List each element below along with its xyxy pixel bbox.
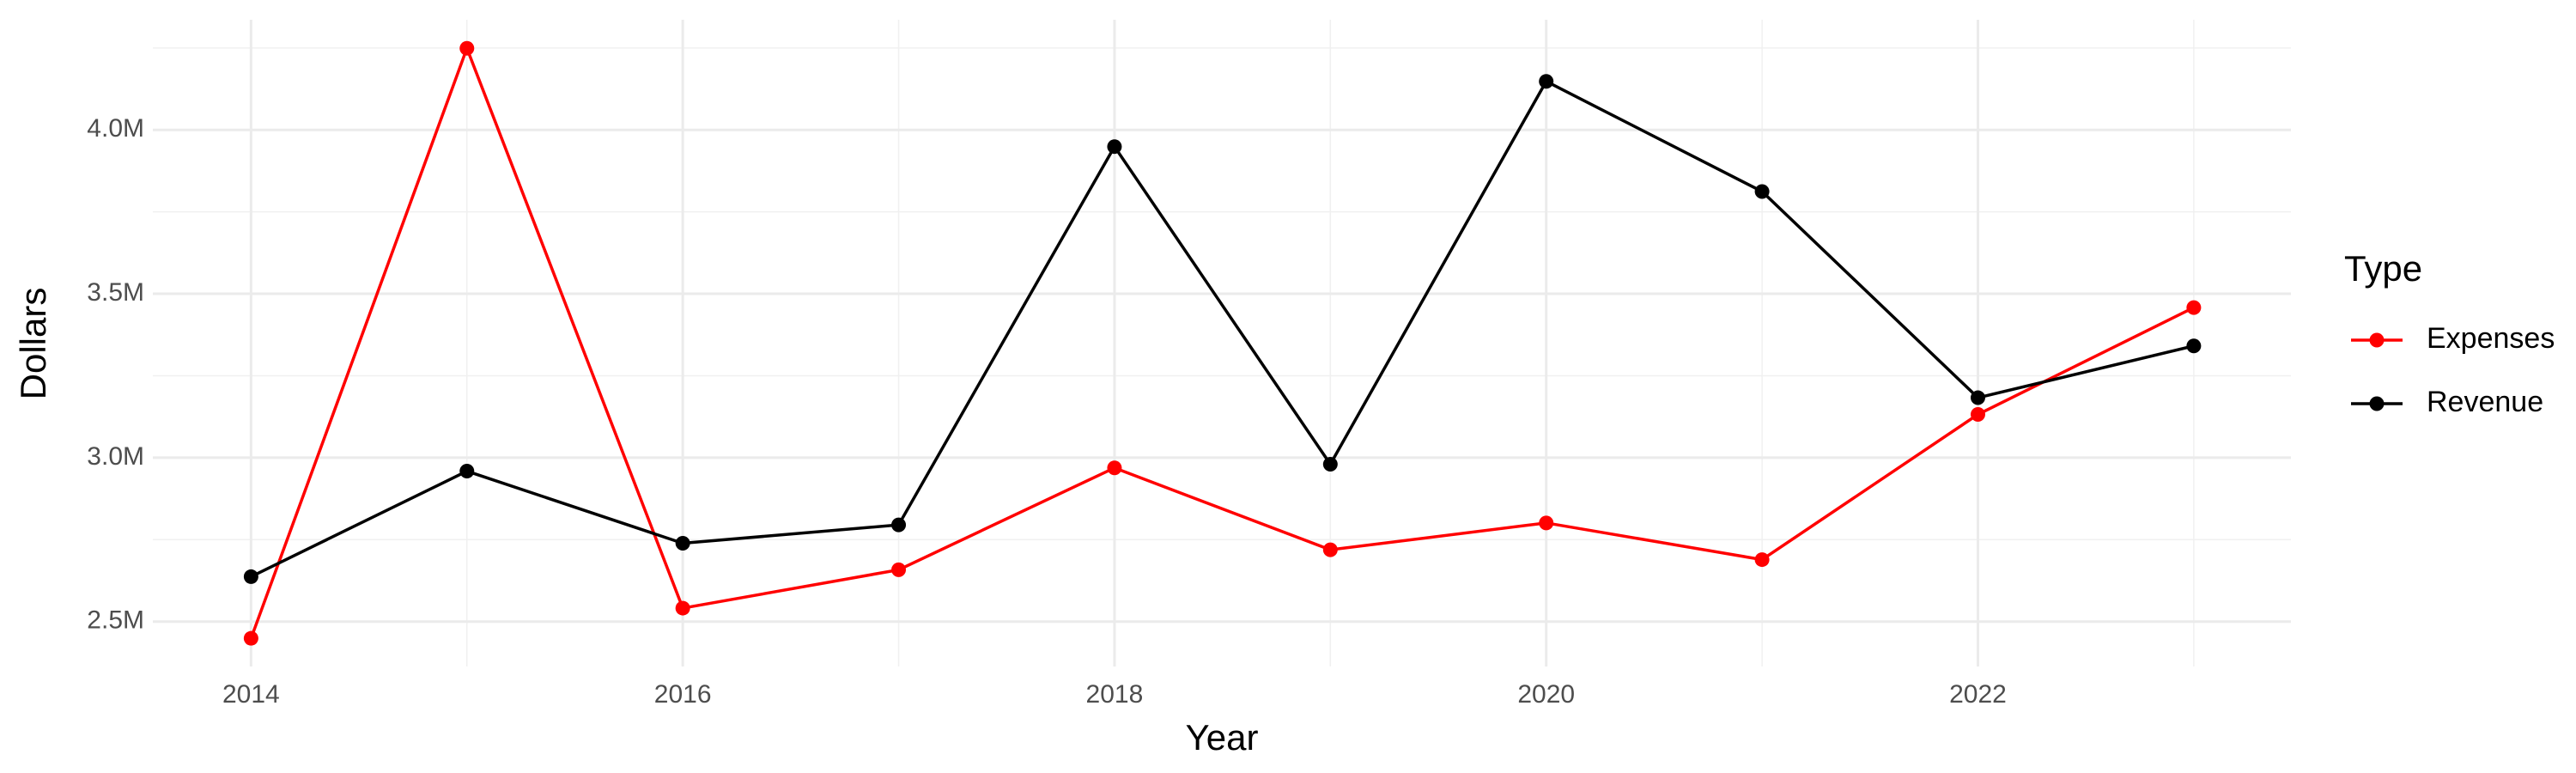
data-point [1539, 515, 1554, 531]
series-line [249, 44, 2195, 639]
data-point [1754, 552, 1770, 568]
data-point [1754, 184, 1770, 199]
y-axis-title: Dollars [13, 288, 53, 400]
data-point [1970, 390, 1985, 405]
y-tick-label: 2.5M [87, 606, 144, 635]
data-point [2186, 300, 2202, 315]
data-point [1322, 457, 1338, 472]
data-point [891, 562, 907, 577]
legend-label: Revenue [2427, 386, 2543, 418]
legend-marker [2369, 396, 2385, 411]
data-point [675, 535, 690, 551]
legend-marker [2369, 332, 2385, 348]
x-tick-label: 2018 [1086, 680, 1144, 709]
y-tick-label: 3.0M [87, 442, 144, 471]
data-point [1539, 74, 1554, 89]
y-tick-label: 3.5M [87, 278, 144, 307]
data-point [1107, 139, 1122, 155]
data-point [2186, 338, 2202, 354]
x-axis-title: Year [1186, 717, 1259, 758]
x-tick-label: 2016 [654, 680, 712, 709]
data-point [243, 630, 258, 646]
series-line [250, 79, 2195, 578]
y-tick-label: 4.0M [87, 114, 144, 143]
data-point [1322, 542, 1338, 557]
data-point [243, 569, 258, 584]
data-point [1107, 460, 1122, 476]
data-point [459, 40, 475, 56]
data-point [891, 517, 907, 533]
data-point [459, 464, 475, 479]
legend-label: Expenses [2427, 322, 2555, 355]
data-point [1970, 407, 1985, 423]
x-tick-label: 2022 [1949, 680, 2007, 709]
legend-title: Type [2344, 248, 2422, 289]
x-tick-label: 2020 [1517, 680, 1575, 709]
data-point [675, 600, 690, 616]
x-tick-label: 2014 [222, 680, 280, 709]
